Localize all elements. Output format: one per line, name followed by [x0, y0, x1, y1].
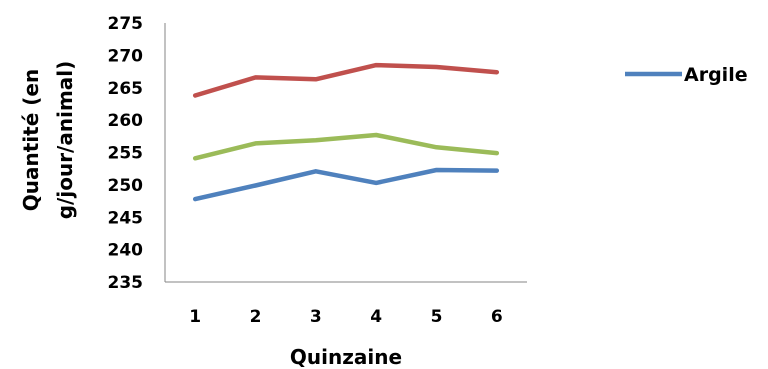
x-tick-label: 3 — [310, 307, 322, 327]
y-axis-title-line1: Quantité (en — [19, 69, 43, 211]
x-tick-label: 6 — [491, 307, 503, 327]
y-tick-label: 260 — [108, 111, 144, 131]
series-line-2 — [192, 62, 500, 98]
y-tick-label: 255 — [108, 144, 144, 164]
x-axis-title: Quinzaine — [290, 345, 402, 369]
y-tick-label: 235 — [108, 273, 144, 293]
y-tick-labels: 235 240 245 250 255 260 265 270 275 — [108, 14, 144, 293]
chart-axes — [164, 23, 527, 283]
x-tick-label: 5 — [431, 307, 443, 327]
y-tick-label: 240 — [108, 241, 144, 261]
y-tick-label: 250 — [108, 176, 144, 196]
y-axis-title: Quantité (en g/jour/animal) — [19, 61, 77, 220]
x-tick-label: 4 — [370, 307, 382, 327]
x-tick-label: 1 — [189, 307, 201, 327]
y-tick-label: 245 — [108, 208, 144, 228]
series-line-1 — [192, 167, 500, 202]
y-tick-label: 265 — [108, 79, 144, 99]
series-line-3 — [192, 132, 500, 161]
y-tick-label: 270 — [108, 46, 144, 66]
series-lines — [192, 62, 500, 202]
legend-label-argile: Argile — [684, 64, 748, 86]
x-tick-labels: 1 2 3 4 5 6 — [189, 307, 503, 327]
y-axis-title-line2: g/jour/animal) — [53, 61, 77, 220]
y-tick-label: 275 — [108, 14, 144, 34]
legend: Argile — [625, 64, 748, 86]
x-tick-label: 2 — [250, 307, 262, 327]
